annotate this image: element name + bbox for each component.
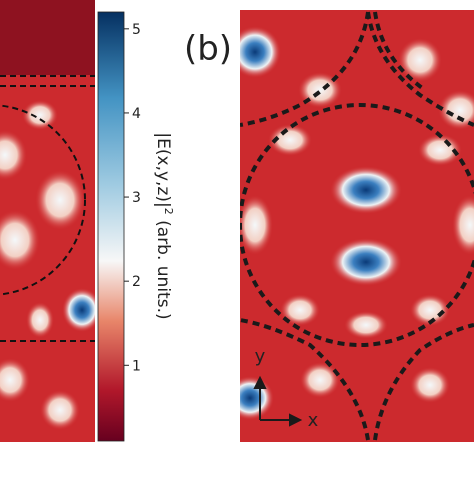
colorbar-tick-label: 2 [132, 274, 141, 290]
colorbar-tick-label: 3 [132, 190, 141, 206]
colorbar-tick-label: 1 [132, 358, 141, 374]
axes-indicator [253, 375, 303, 427]
axis-label-x: x [308, 410, 319, 431]
colorbar [97, 11, 125, 442]
axis-label-y: y [255, 346, 266, 367]
right-field-map [240, 10, 474, 442]
colorbar-tick-label: 4 [132, 106, 141, 122]
left-field-map [0, 0, 95, 442]
panel-label: (b) [184, 29, 232, 69]
colorbar-label: |E(x,y,z)|2 (arb. units.) [153, 132, 175, 319]
colorbar-tick-label: 5 [132, 22, 141, 38]
